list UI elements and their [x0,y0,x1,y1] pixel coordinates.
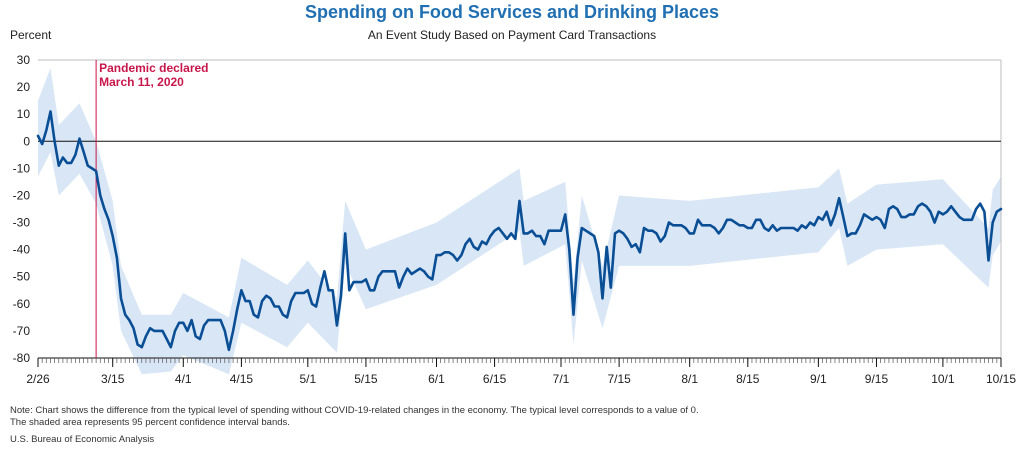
y-tick-label: -40 [13,243,31,257]
x-tick-label: 8/1 [681,372,698,386]
y-tick-label: 30 [17,53,31,67]
series-line-layer [36,110,1003,352]
x-tick-label: 2/26 [26,372,50,386]
y-axis-label: Percent [10,28,52,42]
y-tick-label: 20 [17,80,31,94]
y-tick-label: 10 [17,107,31,121]
y-tick-label: -70 [13,324,31,338]
confidence-interval-band [38,68,1001,375]
x-tick-label: 7/1 [553,372,570,386]
footnote-line-1: Note: Chart shows the difference from th… [10,405,699,416]
y-tick-label: -20 [13,188,31,202]
pandemic-annotation-text: Pandemic declared [99,61,208,75]
axis-layer: 30 20 10 0 -10 -20 -30 -40 -50 -60 -70 -80 2/26 3/15 4… [13,53,1017,386]
source-credit: U.S. Bureau of Economic Analysis [10,434,155,445]
chart-title: Spending on Food Services and Drinking P… [304,2,720,22]
x-tick-label: 5/1 [299,372,316,386]
x-tick-label: 7/15 [607,372,631,386]
x-tick-label: 6/1 [428,372,445,386]
x-tick-label: 4/1 [175,372,192,386]
x-tick-label: 9/15 [865,372,889,386]
y-tick-label: -30 [13,216,31,230]
y-tick-label: -80 [13,351,31,365]
x-tick-label: 9/1 [810,372,827,386]
y-tick-label: -50 [13,270,31,284]
x-tick-label: 8/15 [736,372,760,386]
x-tick-label: 10/1 [931,372,955,386]
x-tick-label: 10/15 [986,372,1016,386]
x-tick-label: 3/15 [101,372,125,386]
y-tick-label: 0 [23,134,30,148]
x-tick-label: 5/15 [354,372,378,386]
chart-subtitle: An Event Study Based on Payment Card Tra… [367,28,657,42]
y-tick-label: -60 [13,297,31,311]
spending-series-line [36,110,1003,352]
pandemic-annotation-text: March 11, 2020 [99,75,184,89]
y-tick-label: -10 [13,161,31,175]
confidence-band-layer [38,68,1001,375]
line-chart: 30 20 10 0 -10 -20 -30 -40 -50 -60 -70 -80 2/26 3/15 4… [13,53,1017,386]
footnote-line-2: The shaded area represents 95 percent co… [10,417,290,428]
x-tick-label: 6/15 [483,372,507,386]
x-tick-label: 4/15 [230,372,254,386]
